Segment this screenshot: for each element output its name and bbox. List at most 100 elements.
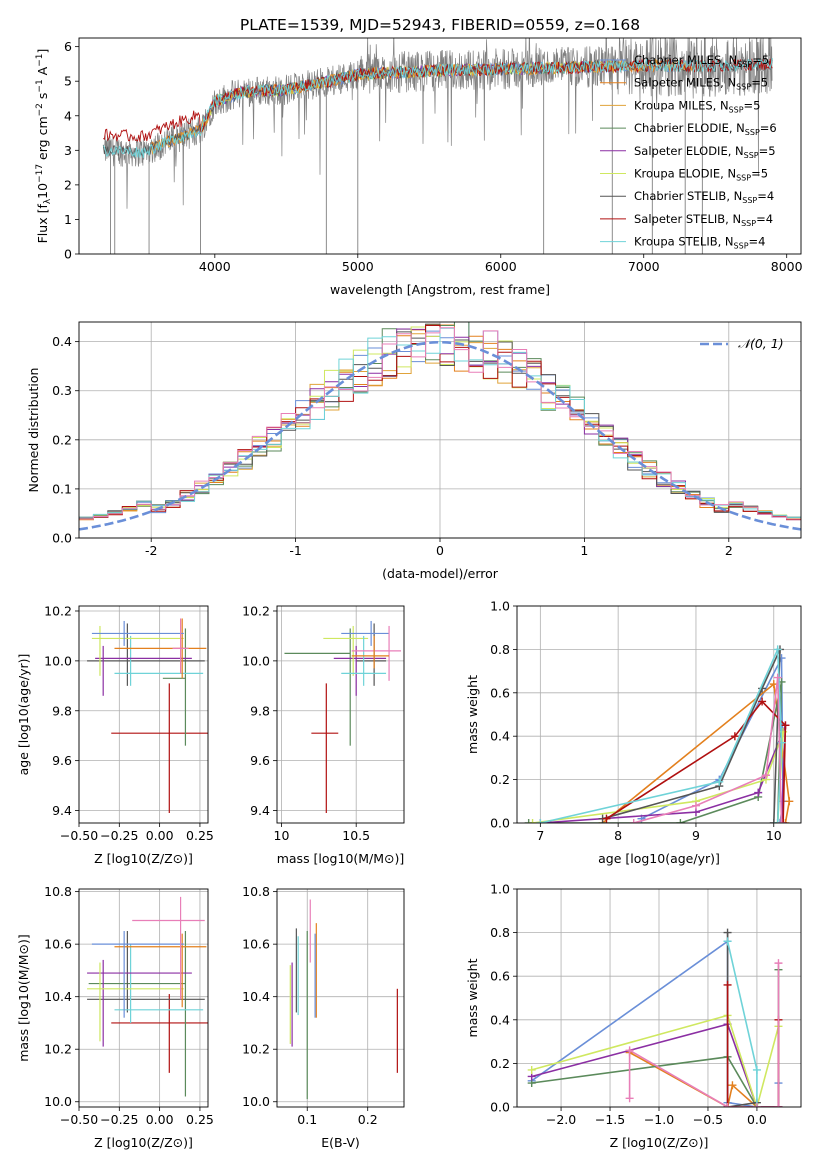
x-tick-label: 0.25 [186,828,214,843]
x-tick-label: 9 [692,828,700,843]
weight-line [633,677,783,823]
plus-marker [779,819,788,823]
y-tick-label: 1.0 [490,882,510,897]
legend-entry: Salpeter STELIB, NSSP=4 [634,212,773,228]
y-axis-label: mass weight [465,675,480,754]
plot-area-age_vs_Z [87,618,208,814]
legend-tail: =4 [756,212,773,226]
axes-frame [516,605,802,824]
y-tick-label: 9.4 [52,803,72,818]
axes-age_vs_mass: 10 10.5 9.4 9.6 9.8 10.0 10.2 mass [log10(M/M⊙)… [242,603,405,866]
errorbar-point [111,994,208,1073]
y-tick-label: 9.8 [250,703,270,718]
y-tick-label: 10.2 [242,603,270,618]
plus-marker [773,645,782,654]
legend-entry: Chabrier MILES, NSSP=5 [634,53,769,69]
x-tick-label: −0.5 [693,1112,723,1127]
y-tick-label: 9.6 [250,753,270,768]
plus-marker [723,1103,732,1107]
plus-marker [761,771,770,780]
errorbar-point [114,933,207,1008]
legend-tail: =5 [752,53,769,67]
x-tick-label: 0.25 [186,1112,214,1127]
errorbar-point [111,683,208,814]
y-axis-label: mass [log10(M/M⊙)] [16,934,31,1062]
legend-subscript: SSP [734,242,749,251]
y-tick-label: 9.4 [250,803,270,818]
y-tick-label: 0.0 [52,531,72,546]
y-label-part: Flux [f [35,204,50,244]
plus-marker [730,732,739,741]
plus-marker [754,788,763,797]
legend-text: Chabrier ELODIE, N [634,121,745,135]
x-axis-label: mass [log10(M/M⊙)] [277,851,405,866]
x-axis-label: wavelength [Angstrom, rest frame] [330,282,550,297]
y-tick-label: 10.2 [242,1042,270,1057]
plus-marker [773,819,782,823]
legend-tail: =5 [751,167,768,181]
legend-text: Chabrier MILES, N [634,53,737,67]
figure-title: PLATE=1539, MJD=52943, FIBERID=0559, z=0… [240,16,640,34]
x-tick-label: −0.50 [60,828,98,843]
y-tick-label: 0 [64,247,72,262]
errorbar-point [351,635,390,669]
plus-marker [676,819,685,823]
x-axis-label: age [log10(age/yr)] [598,851,720,866]
x-tick-label: −0.25 [100,828,138,843]
axes-frame [78,321,802,539]
y-tick-label: 10.6 [44,937,72,952]
legend-tail: =6 [760,121,777,135]
x-tick-label: 10.5 [342,828,370,843]
x-tick-label: 0.00 [146,828,174,843]
plus-marker [781,721,790,730]
x-tick-label: 0.0 [747,1112,767,1127]
y-tick-label: 1.0 [490,599,510,614]
x-tick-label: 8 [614,828,622,843]
plus-marker [723,937,732,946]
plot-area-weight_vs_age [524,645,794,823]
legend-subscript: SSP [736,174,751,183]
y-tick-label: 9.8 [52,703,72,718]
errorbar-point [284,628,351,746]
y-tick-label: 0.6 [490,685,510,700]
x-tick-label: −2.0 [546,1112,576,1127]
legend-entry: Salpeter ELODIE, NSSP=5 [634,144,776,160]
errorbar-point [91,931,184,1018]
errorbar-point [311,683,339,814]
legend-subscript: SSP [745,128,760,137]
legend-text: Salpeter STELIB, N [634,212,741,226]
x-tick-label: 10 [766,828,782,843]
legend-tail: =4 [749,235,766,249]
axes-weight_vs_Z: −2.0 −1.5 −1.0 −0.5 0.0 0.0 0.2 0.4 0.6 0.8 1.0 Z [… [465,882,802,1150]
legend-tail: =5 [751,76,768,90]
plot-area-mass_vs_ebv [289,899,398,1100]
plus-marker [723,980,732,989]
legend-text: Chabrier STELIB, N [634,189,742,203]
errorbar-point [341,620,390,646]
x-axis-label: (data-model)/error [382,566,499,581]
errorbar-point [114,944,204,1023]
y-tick-label: 10.2 [44,1042,72,1057]
errorbar-point [341,635,387,686]
y-label-part: ] [35,49,50,54]
errorbar-point [114,635,204,686]
legend-entry: 𝒩(0, 1) [738,336,784,351]
y-label-part: −1 [35,54,45,67]
y-tick-label: 10.8 [44,884,72,899]
errorbar-point [87,623,205,686]
y-label-part: −17 [35,164,45,183]
plus-marker [758,697,767,706]
errorbar-point [88,931,187,1097]
y-tick-label: 0.2 [490,772,510,787]
y-label-part: −1 [35,79,45,92]
plus-marker [785,797,794,806]
axes-mass_vs_ebv: 0.1 0.2 10.0 10.2 10.4 10.6 10.8 E(B-V) [242,884,405,1150]
plus-marker [524,819,533,823]
axes-frame [78,888,209,1108]
legend-entry: Chabrier STELIB, NSSP=4 [634,189,774,205]
x-tick-label: 1 [580,543,588,558]
errorbar-point [91,625,184,676]
y-tick-label: 0.0 [490,816,510,831]
x-tick-label: 2 [725,543,733,558]
